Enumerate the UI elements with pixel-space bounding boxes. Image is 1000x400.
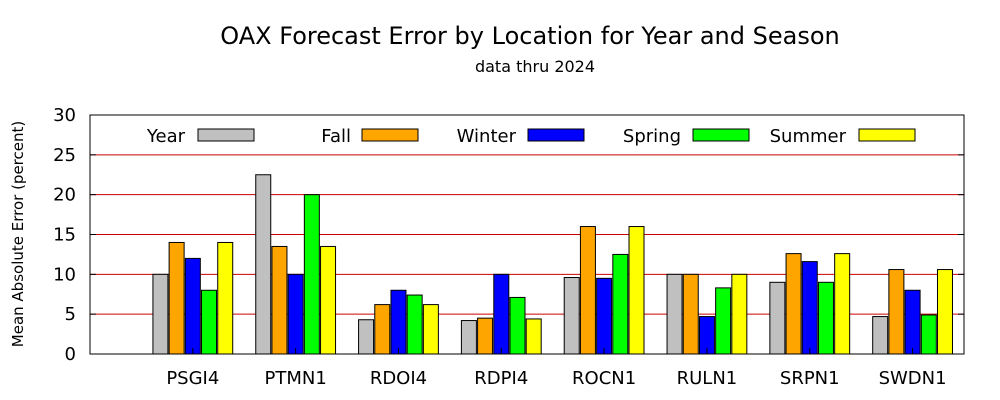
bar-psgi4-winter [184,257,201,355]
legend-swatch-fall [361,128,419,142]
bar-srpn1-year [769,281,786,355]
bar-ruln1-summer [731,273,748,355]
legend-swatch-spring [692,128,750,142]
bar-rdoi4-fall [374,304,391,355]
legend-label-spring: Spring [623,126,681,147]
bar-psgi4-summer [217,241,234,355]
chart-subtitle: data thru 2024 [475,57,595,76]
bar-psgi4-year [152,273,169,355]
bar-rocn1-fall [579,226,596,355]
x-tick-label: RDPI4 [474,368,528,389]
bar-rdoi4-year [358,319,375,355]
bar-srpn1-summer [834,253,851,355]
bar-ptmn1-spring [303,194,320,355]
y-tick-label: 0 [65,344,76,365]
bar-rdpi4-fall [477,317,494,355]
bar-rdpi4-spring [509,296,526,355]
y-tick-label: 15 [53,225,76,246]
y-tick-label: 20 [53,185,76,206]
bar-rdoi4-spring [406,294,423,355]
bar-swdn1-fall [888,269,905,355]
bar-rdpi4-year [460,320,477,355]
legend-swatch-year [197,128,255,142]
axes: PSGI4 PTMN1 RDOI4 RDPI4 ROCN1 RULN1 SRPN1 SWDN1… [53,105,965,389]
legend-label-year: Year [146,126,186,147]
legend-swatch-summer [858,128,916,142]
y-tick-label: 25 [53,145,76,166]
bar-swdn1-spring [920,314,937,355]
x-tick-label: PTMN1 [264,368,326,389]
y-axis-label: Mean Absolute Error (percent) [9,121,27,347]
bar-ruln1-spring [715,287,732,355]
chart-title: OAX Forecast Error by Location for Year … [220,22,839,50]
x-tick-label: RULN1 [677,368,738,389]
bar-rdpi4-winter [493,273,510,355]
bar-srpn1-fall [785,253,802,355]
bar-rdpi4-summer [525,318,542,355]
bar-ptmn1-year [255,174,272,355]
x-tick-label: RDOI4 [370,368,427,389]
y-tick-label: 5 [65,304,76,325]
bar-rocn1-winter [596,277,613,355]
bar-swdn1-summer [936,269,953,355]
bar-srpn1-spring [817,281,834,355]
legend-label-summer: Summer [770,126,847,147]
bar-rdoi4-summer [422,304,439,355]
x-tick-label: SRPN1 [780,368,840,389]
bar-swdn1-winter [904,289,921,355]
x-tick-label: ROCN1 [572,368,636,389]
bar-srpn1-winter [801,261,818,355]
x-tick-label: SWDN1 [879,368,947,389]
bar-rocn1-summer [628,226,645,355]
x-tick-label: PSGI4 [166,368,219,389]
legend: Year Fall Winter Spring Summer [146,126,916,147]
bar-psgi4-spring [201,289,218,355]
y-tick-label: 30 [53,105,76,126]
bar-ptmn1-winter [287,273,304,355]
bar-rdoi4-winter [390,289,407,355]
bar-ruln1-fall [682,273,699,355]
legend-label-fall: Fall [321,126,351,147]
bar-ptmn1-fall [271,245,288,355]
legend-swatch-winter [527,128,585,142]
bar-ptmn1-summer [320,245,337,355]
bar-ruln1-year [666,273,683,355]
bar-swdn1-year [872,316,889,355]
bars [152,174,953,355]
legend-label-winter: Winter [457,126,517,147]
bar-psgi4-fall [168,241,185,355]
y-tick-label: 10 [53,264,76,285]
bar-rocn1-year [563,277,580,355]
bar-rocn1-spring [612,253,629,355]
